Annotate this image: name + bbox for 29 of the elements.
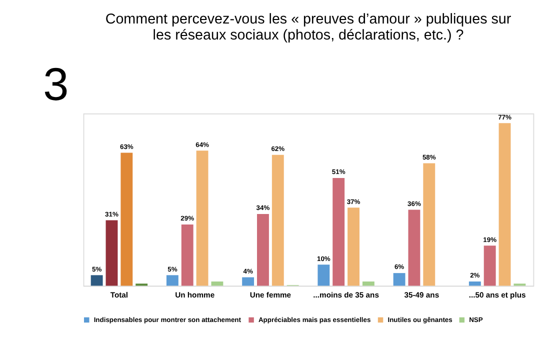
bar (211, 282, 224, 286)
bar (318, 264, 330, 286)
x-tick-label: ...50 ans et plus (468, 290, 526, 300)
bar (484, 246, 496, 286)
bar (332, 178, 345, 286)
bar (423, 163, 436, 286)
x-tick-label: Un homme (175, 290, 215, 300)
text: les réseaux sociaux (photos, déclarations, etc.) ? (152, 28, 464, 44)
bar (242, 277, 254, 286)
bar (498, 123, 511, 286)
x-tick-label: ...moins de 35 ans (313, 290, 379, 300)
x-tick-label: Une femme (250, 290, 292, 300)
bar (393, 273, 406, 286)
bar (90, 275, 103, 286)
bar (348, 208, 360, 286)
bar (408, 210, 420, 286)
x-tick-label: 35-49 ans (404, 290, 440, 300)
bar (106, 220, 118, 286)
bar (257, 214, 269, 286)
bar (196, 150, 208, 286)
bar (181, 224, 194, 286)
bar (468, 282, 481, 286)
bar (166, 275, 178, 286)
bar (120, 152, 133, 286)
bar (272, 154, 284, 286)
bar (362, 282, 374, 286)
text: Comment percevez-vous les « preuves d’amour » publiques sur (105, 11, 512, 28)
text: 3 (43, 58, 69, 110)
x-tick-label: Total (110, 290, 128, 300)
